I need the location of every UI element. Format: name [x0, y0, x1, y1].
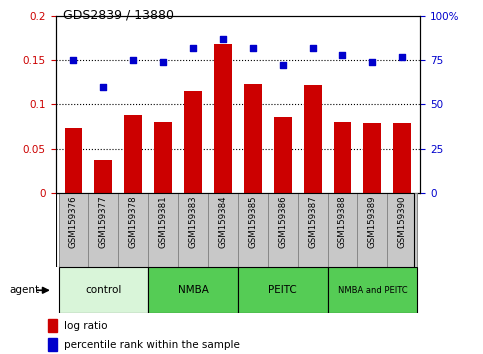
- Text: GSM159381: GSM159381: [158, 195, 168, 248]
- Text: GSM159376: GSM159376: [69, 195, 78, 248]
- Bar: [363, 123, 382, 193]
- Text: GSM159387: GSM159387: [308, 195, 317, 248]
- Text: GSM159386: GSM159386: [278, 195, 287, 248]
- Point: [159, 59, 167, 65]
- Bar: [238, 193, 268, 267]
- Bar: [65, 129, 83, 193]
- Point: [129, 57, 137, 63]
- Text: GSM159385: GSM159385: [248, 195, 257, 248]
- Bar: [238, 267, 327, 313]
- Bar: [148, 267, 238, 313]
- Point: [339, 52, 346, 58]
- Point: [189, 45, 197, 51]
- Text: NMBA and PEITC: NMBA and PEITC: [338, 286, 407, 295]
- Point: [249, 45, 256, 51]
- Bar: [118, 193, 148, 267]
- Bar: [244, 84, 262, 193]
- Point: [279, 63, 286, 68]
- Bar: [94, 160, 113, 193]
- Bar: [88, 193, 118, 267]
- Text: GSM159389: GSM159389: [368, 195, 377, 248]
- Text: GSM159388: GSM159388: [338, 195, 347, 248]
- Point: [369, 59, 376, 65]
- Text: percentile rank within the sample: percentile rank within the sample: [64, 340, 240, 350]
- Text: GSM159378: GSM159378: [129, 195, 138, 248]
- Text: log ratio: log ratio: [64, 321, 108, 331]
- Text: NMBA: NMBA: [178, 285, 209, 295]
- Bar: [154, 122, 172, 193]
- Bar: [178, 193, 208, 267]
- Point: [398, 54, 406, 59]
- Bar: [334, 122, 352, 193]
- Bar: [387, 193, 417, 267]
- Point: [219, 36, 227, 42]
- Point: [70, 57, 77, 63]
- Bar: [184, 91, 202, 193]
- Text: PEITC: PEITC: [269, 285, 297, 295]
- Bar: [58, 193, 88, 267]
- Bar: [214, 44, 232, 193]
- Bar: [327, 193, 357, 267]
- Bar: [304, 85, 322, 193]
- Text: GDS2839 / 13880: GDS2839 / 13880: [63, 9, 174, 22]
- Bar: [48, 338, 57, 351]
- Bar: [268, 193, 298, 267]
- Text: agent: agent: [10, 285, 40, 295]
- Text: GSM159377: GSM159377: [99, 195, 108, 248]
- Text: GSM159384: GSM159384: [218, 195, 227, 248]
- Bar: [274, 117, 292, 193]
- Bar: [298, 193, 327, 267]
- Bar: [393, 123, 411, 193]
- Bar: [327, 267, 417, 313]
- Bar: [58, 267, 148, 313]
- Text: GSM159390: GSM159390: [398, 195, 407, 248]
- Bar: [148, 193, 178, 267]
- Text: control: control: [85, 285, 122, 295]
- Text: GSM159383: GSM159383: [188, 195, 198, 248]
- Bar: [48, 319, 57, 332]
- Bar: [124, 115, 142, 193]
- Point: [309, 45, 316, 51]
- Point: [99, 84, 107, 90]
- Bar: [208, 193, 238, 267]
- Bar: [357, 193, 387, 267]
